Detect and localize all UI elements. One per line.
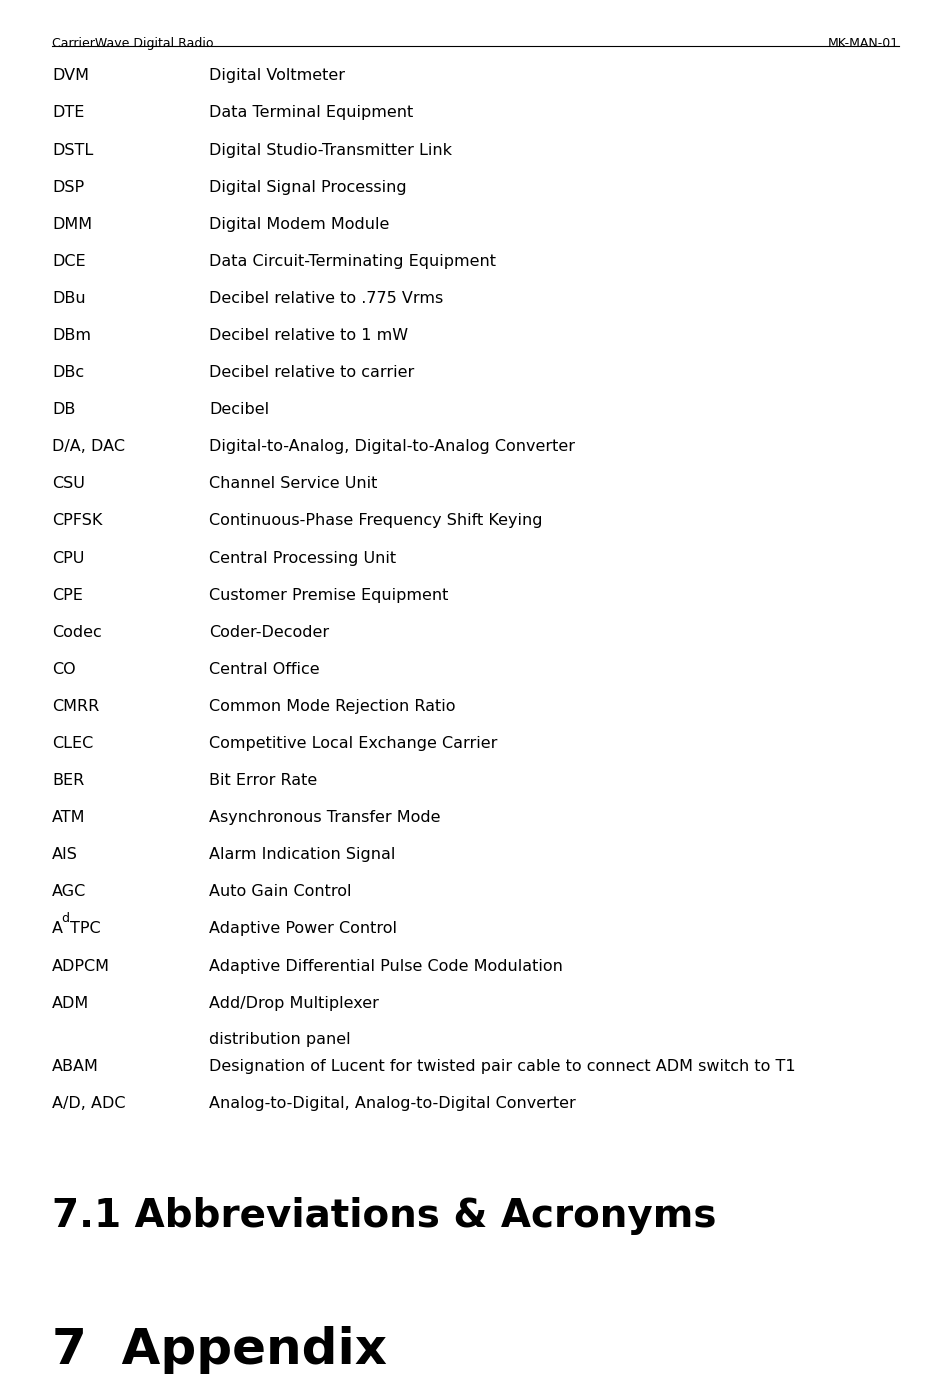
Text: CSU: CSU	[52, 476, 86, 491]
Text: A: A	[52, 922, 64, 937]
Text: DBc: DBc	[52, 365, 85, 381]
Text: CLEC: CLEC	[52, 736, 93, 752]
Text: Channel Service Unit: Channel Service Unit	[209, 476, 378, 491]
Text: TPC: TPC	[70, 922, 101, 937]
Text: Decibel relative to .775 Vrms: Decibel relative to .775 Vrms	[209, 291, 443, 306]
Text: ABAM: ABAM	[52, 1059, 99, 1074]
Text: Digital Modem Module: Digital Modem Module	[209, 217, 390, 231]
Text: CMRR: CMRR	[52, 699, 100, 714]
Text: Analog-to-Digital, Analog-to-Digital Converter: Analog-to-Digital, Analog-to-Digital Con…	[209, 1096, 576, 1111]
Text: Continuous-Phase Frequency Shift Keying: Continuous-Phase Frequency Shift Keying	[209, 513, 543, 529]
Text: AGC: AGC	[52, 884, 87, 900]
Text: DB: DB	[52, 403, 76, 417]
Text: Auto Gain Control: Auto Gain Control	[209, 884, 352, 900]
Text: Decibel relative to carrier: Decibel relative to carrier	[209, 365, 415, 381]
Text: ADM: ADM	[52, 995, 89, 1010]
Text: Coder-Decoder: Coder-Decoder	[209, 624, 329, 639]
Text: DBu: DBu	[52, 291, 86, 306]
Text: Adaptive Differential Pulse Code Modulation: Adaptive Differential Pulse Code Modulat…	[209, 959, 563, 973]
Text: Digital Studio-Transmitter Link: Digital Studio-Transmitter Link	[209, 143, 453, 158]
Text: 7.1 Abbreviations & Acronyms: 7.1 Abbreviations & Acronyms	[52, 1197, 717, 1235]
Text: CarrierWave Digital Radio: CarrierWave Digital Radio	[52, 37, 214, 50]
Text: Add/Drop Multiplexer: Add/Drop Multiplexer	[209, 995, 379, 1010]
Text: DBm: DBm	[52, 328, 91, 343]
Text: ATM: ATM	[52, 810, 86, 825]
Text: ADPCM: ADPCM	[52, 959, 110, 973]
Text: AIS: AIS	[52, 847, 78, 862]
Text: CO: CO	[52, 662, 76, 677]
Text: distribution panel: distribution panel	[209, 1032, 351, 1048]
Text: DSTL: DSTL	[52, 143, 93, 158]
Text: CPE: CPE	[52, 588, 83, 602]
Text: Data Circuit-Terminating Equipment: Data Circuit-Terminating Equipment	[209, 253, 496, 268]
Text: Adaptive Power Control: Adaptive Power Control	[209, 922, 398, 937]
Text: Designation of Lucent for twisted pair cable to connect ADM switch to T1: Designation of Lucent for twisted pair c…	[209, 1059, 796, 1074]
Text: DTE: DTE	[52, 105, 85, 120]
Text: CPU: CPU	[52, 551, 85, 566]
Text: Central Office: Central Office	[209, 662, 320, 677]
Text: Decibel relative to 1 mW: Decibel relative to 1 mW	[209, 328, 408, 343]
Text: CPFSK: CPFSK	[52, 513, 103, 529]
Text: Bit Error Rate: Bit Error Rate	[209, 774, 318, 787]
Text: Common Mode Rejection Ratio: Common Mode Rejection Ratio	[209, 699, 456, 714]
Text: MK-MAN-01: MK-MAN-01	[827, 37, 899, 50]
Text: Alarm Indication Signal: Alarm Indication Signal	[209, 847, 396, 862]
Text: DVM: DVM	[52, 68, 89, 83]
Text: Codec: Codec	[52, 624, 102, 639]
Text: Digital-to-Analog, Digital-to-Analog Converter: Digital-to-Analog, Digital-to-Analog Con…	[209, 439, 575, 454]
Text: Central Processing Unit: Central Processing Unit	[209, 551, 397, 566]
Text: D/A, DAC: D/A, DAC	[52, 439, 126, 454]
Text: Data Terminal Equipment: Data Terminal Equipment	[209, 105, 414, 120]
Text: Asynchronous Transfer Mode: Asynchronous Transfer Mode	[209, 810, 440, 825]
Text: BER: BER	[52, 774, 85, 787]
Text: Customer Premise Equipment: Customer Premise Equipment	[209, 588, 449, 602]
Text: Digital Voltmeter: Digital Voltmeter	[209, 68, 345, 83]
Text: A/D, ADC: A/D, ADC	[52, 1096, 126, 1111]
Text: Digital Signal Processing: Digital Signal Processing	[209, 180, 407, 195]
Text: DMM: DMM	[52, 217, 92, 231]
Text: DCE: DCE	[52, 253, 86, 268]
Text: 7  Appendix: 7 Appendix	[52, 1326, 387, 1374]
Text: Decibel: Decibel	[209, 403, 269, 417]
Text: d: d	[61, 912, 69, 925]
Text: DSP: DSP	[52, 180, 85, 195]
Text: Competitive Local Exchange Carrier: Competitive Local Exchange Carrier	[209, 736, 497, 752]
